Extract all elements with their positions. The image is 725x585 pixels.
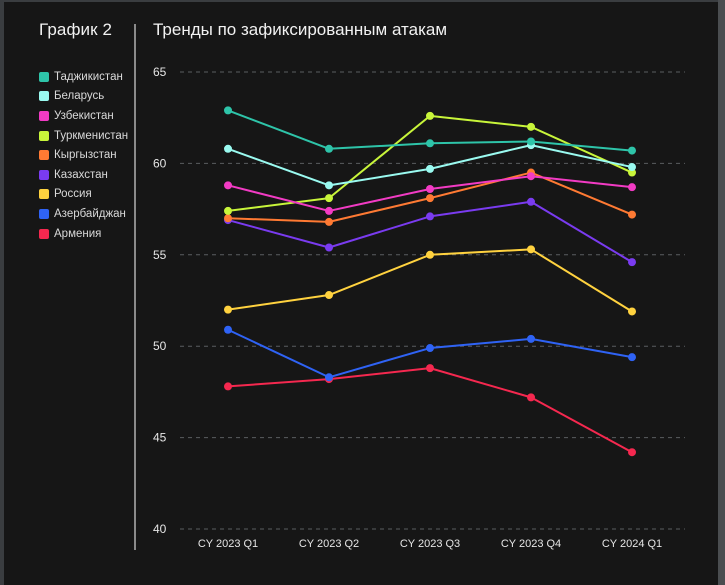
data-point [325,181,333,190]
legend-swatch [39,110,49,121]
data-point [224,144,232,153]
legend-label: Азербайджан [54,207,126,220]
data-point [628,307,636,316]
y-tick-label: 60 [153,156,167,170]
legend-label: Узбекистан [54,109,114,122]
data-point [628,353,636,362]
data-point [426,184,434,193]
data-point [527,245,535,254]
data-point [224,325,232,334]
legend-swatch [39,228,49,239]
series-line [227,367,633,454]
legend-item: Казахстан [39,165,128,185]
legend-swatch [39,189,49,200]
data-point [426,344,434,353]
data-point [628,168,636,177]
data-point [325,373,333,382]
legend-item: Армения [39,224,128,244]
legend-swatch [39,130,49,141]
x-tick-label: CY 2023 Q1 [198,538,258,550]
data-point [628,146,636,155]
y-tick-label: 45 [153,431,167,445]
legend-item: Россия [39,185,128,205]
legend-item: Туркменистан [39,126,128,146]
legend-item: Азербайджан [39,204,128,224]
data-point [325,243,333,252]
series-line [227,175,633,212]
legend-label: Беларусь [54,90,105,103]
data-point [325,217,333,226]
data-point [325,144,333,153]
data-point [426,111,434,120]
x-tick-label: CY 2023 Q3 [400,538,460,550]
data-point [527,137,535,146]
x-tick-label: CY 2024 Q1 [602,538,662,550]
data-point [224,206,232,215]
legend-swatch [39,150,49,161]
x-tick-label: CY 2023 Q4 [501,538,561,550]
data-point [628,210,636,219]
data-point [426,364,434,373]
legend-swatch [39,91,49,102]
data-point [224,214,232,223]
data-point [527,122,535,131]
data-point [527,393,535,402]
legend-label: Кыргызстан [54,149,117,162]
legend-label: Казахстан [54,168,108,181]
data-point [628,163,636,172]
data-point [426,250,434,259]
data-point [325,206,333,215]
data-point [628,183,636,192]
legend-swatch [39,208,49,219]
legend-swatch [39,169,49,180]
data-point [224,181,232,190]
data-point [325,194,333,203]
window-frame-left [0,0,4,585]
data-point [325,291,333,300]
data-point [426,194,434,203]
data-point [628,448,636,457]
legend-label: Таджикистан [54,70,123,83]
chart-legend: Таджикистан Беларусь Узбекистан Туркмениста… [39,67,128,243]
y-tick-label: 50 [153,339,167,353]
data-point [426,139,434,148]
data-point [527,197,535,206]
data-point [426,164,434,173]
data-point [224,382,232,391]
panel-title: График 2 [39,20,113,39]
y-tick-label: 55 [153,248,167,262]
legend-label: Армения [54,227,102,240]
legend-item: Узбекистан [39,106,128,126]
y-tick-label: 40 [153,522,167,536]
window-frame-right [718,0,725,585]
legend-item: Кыргызстан [39,145,128,165]
legend-item: Беларусь [39,87,128,107]
data-point [224,305,232,314]
legend-label: Россия [54,188,92,201]
window-frame-top [0,0,725,2]
y-tick-label: 65 [153,65,167,79]
legend-swatch [39,71,49,82]
data-point [527,172,535,181]
data-point [628,258,636,267]
legend-label: Туркменистан [54,129,129,142]
legend-item: Таджикистан [39,67,128,87]
x-tick-label: CY 2023 Q2 [299,538,359,550]
panel-divider [134,24,136,550]
data-point [224,106,232,115]
data-point [527,334,535,343]
chart-title: Тренды по зафиксированным атакам [153,20,448,39]
data-point [426,212,434,221]
